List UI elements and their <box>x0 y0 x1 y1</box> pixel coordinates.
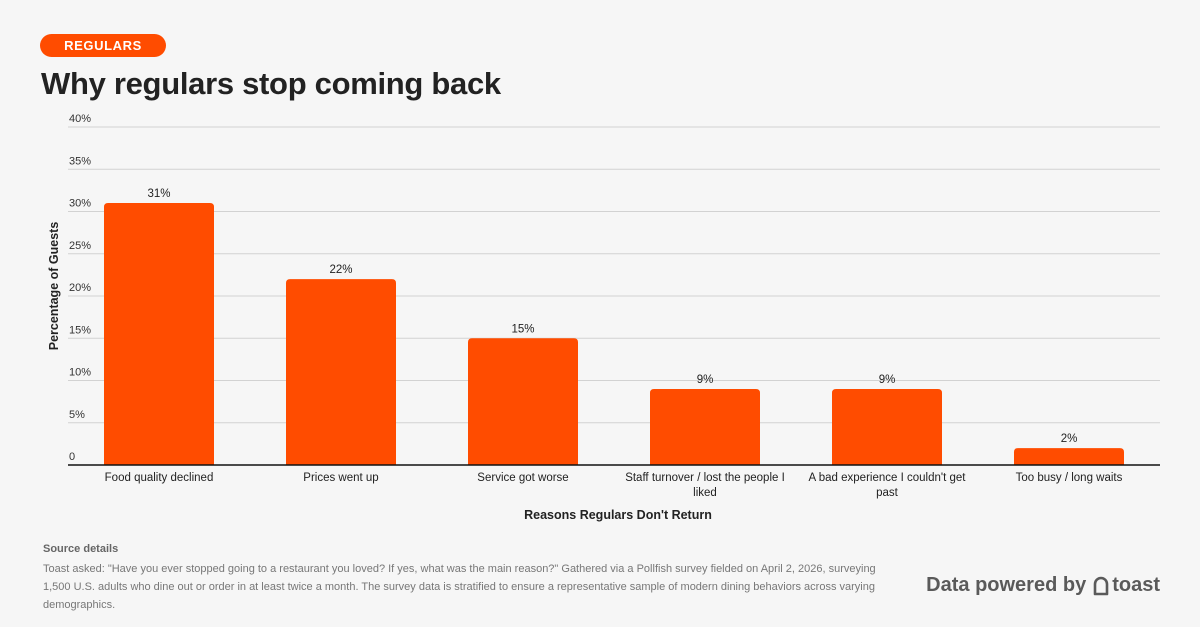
data-label: 15% <box>511 323 534 335</box>
x-tick-label: Service got worse <box>477 472 568 484</box>
data-label: 22% <box>329 264 352 276</box>
y-tick-label: 15% <box>69 324 91 336</box>
y-tick-label: 20% <box>69 282 91 294</box>
page-title: Why regulars stop coming back <box>41 66 501 101</box>
bar <box>832 388 942 465</box>
toast-logo-icon <box>1092 576 1110 596</box>
y-tick-label: 35% <box>69 155 91 167</box>
data-label: 2% <box>1061 433 1078 445</box>
x-tick-label: Food quality declined <box>105 472 214 484</box>
source-text: Toast asked: "Have you ever stopped goin… <box>43 563 876 611</box>
bar <box>468 338 578 465</box>
bar-chart: 0 5% 10% 15% 20% 25% 30% 35% 40% 31% Food quality … <box>47 113 1160 522</box>
y-tick-label: 25% <box>69 240 91 252</box>
source-title: Source details <box>43 543 119 555</box>
brand-prefix: Data powered by <box>926 574 1087 596</box>
y-tick-label: 0 <box>69 451 75 463</box>
data-label: 9% <box>879 374 896 386</box>
y-axis-title: Percentage of Guests <box>47 222 61 351</box>
y-tick-label: 40% <box>69 113 91 125</box>
data-label: 31% <box>147 188 170 200</box>
bar <box>650 388 760 465</box>
x-tick-label: Prices went up <box>303 472 378 484</box>
y-tick-label: 10% <box>69 367 91 379</box>
x-tick-label: A bad experience I couldn't get past <box>809 472 967 499</box>
y-tick-label: 30% <box>69 198 91 210</box>
bar <box>1014 448 1124 465</box>
y-tick-label: 5% <box>69 409 85 421</box>
category-tag: REGULARS <box>40 34 166 57</box>
bar <box>286 279 396 465</box>
brand-name: toast <box>1112 574 1160 596</box>
x-axis-title: Reasons Regulars Don't Return <box>524 508 712 522</box>
x-tick-label: Too busy / long waits <box>1016 472 1123 484</box>
brand-credit: Data powered by toast <box>926 574 1160 597</box>
bar <box>104 203 214 466</box>
data-label: 9% <box>697 374 714 386</box>
